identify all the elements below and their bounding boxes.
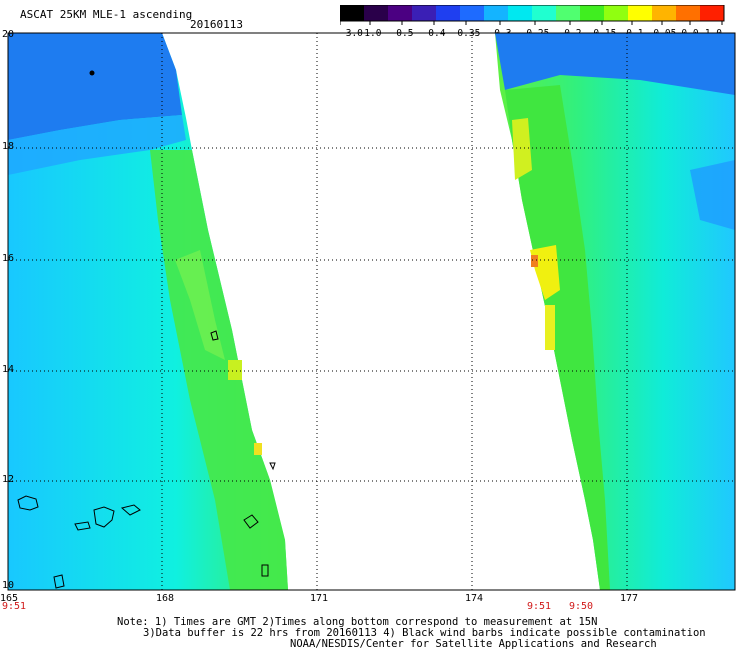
island-outline (243, 514, 259, 529)
right-swath-blue-patch (690, 160, 735, 230)
colorbar-swatches (340, 5, 725, 21)
lat-label: 20 (2, 29, 14, 40)
island-outline (210, 330, 219, 341)
product-date: 20160113 (190, 18, 243, 31)
right-swath-yellow-2 (530, 245, 560, 300)
colorbar-swatch (508, 5, 533, 21)
lat-label: 10 (2, 580, 14, 591)
lon-label: 165 (0, 593, 18, 604)
left-swath (8, 33, 288, 590)
island-outlines (17, 330, 276, 589)
right-swath-blue-top (495, 33, 735, 95)
island-outline (120, 504, 141, 516)
time-label-right-a: 9:51 (527, 601, 551, 612)
colorbar-frame (340, 5, 725, 22)
footer-note-3: NOAA/NESDIS/Center for Satellite Applica… (290, 638, 657, 650)
map-frame (7, 32, 736, 591)
right-swath-orange-spot (531, 255, 538, 267)
colorbar-swatch (460, 5, 485, 21)
colorbar-swatch (676, 5, 701, 21)
colorbar-swatch (388, 5, 413, 21)
lon-label: 171 (310, 593, 328, 604)
colorbar-swatch (484, 5, 509, 21)
longitude-labels: 165 168 171 174 177 (0, 593, 638, 604)
lat-label: 18 (2, 141, 14, 152)
colorbar-swatch (652, 5, 677, 21)
island-outline (93, 506, 115, 528)
island-outline (53, 574, 65, 589)
right-swath-yellow-1 (512, 118, 532, 180)
colorbar-swatch (412, 5, 437, 21)
left-swath-yellow-spot (228, 360, 242, 380)
time-label-left: 9:51 (2, 601, 26, 612)
lat-label: 14 (2, 364, 14, 375)
lon-label: 168 (156, 593, 174, 604)
colorbar-swatch (700, 5, 725, 21)
colorbar-swatch (436, 5, 461, 21)
time-labels: 9:51 9:51 9:50 (2, 601, 593, 612)
island-outline (17, 495, 39, 511)
right-swath-green-band (505, 85, 610, 590)
product-title: ASCAT 25KM MLE-1 ascending (20, 8, 193, 21)
colorbar-swatch (532, 5, 557, 21)
left-swath-blue-band (8, 115, 186, 175)
footer-note-1: Note: 1) Times are GMT 2)Times along bot… (117, 616, 598, 628)
island-dot (89, 70, 95, 76)
right-swath (495, 33, 735, 590)
colorbar-swatch (340, 5, 365, 21)
island-outline (74, 521, 91, 531)
lat-lon-grid (8, 33, 735, 590)
colorbar-swatch (556, 5, 581, 21)
latitude-labels: 20 18 16 14 12 10 (2, 29, 14, 591)
lon-label: 177 (620, 593, 638, 604)
footer-note-2: 3)Data buffer is 22 hrs from 20160113 4)… (143, 627, 706, 639)
colorbar-swatch (628, 5, 653, 21)
lat-label: 16 (2, 253, 14, 264)
right-swath-yellow-3 (545, 305, 555, 350)
colorbar-swatch (580, 5, 605, 21)
left-swath-orange-spot (254, 443, 262, 455)
lon-label: 174 (465, 593, 483, 604)
colorbar-swatch (604, 5, 629, 21)
time-label-right-b: 9:50 (569, 601, 593, 612)
colorbar-swatch (364, 5, 389, 21)
lat-label: 12 (2, 474, 14, 485)
island-outline (261, 564, 269, 577)
island-outline (269, 462, 276, 471)
left-swath-blue-top (8, 33, 182, 140)
